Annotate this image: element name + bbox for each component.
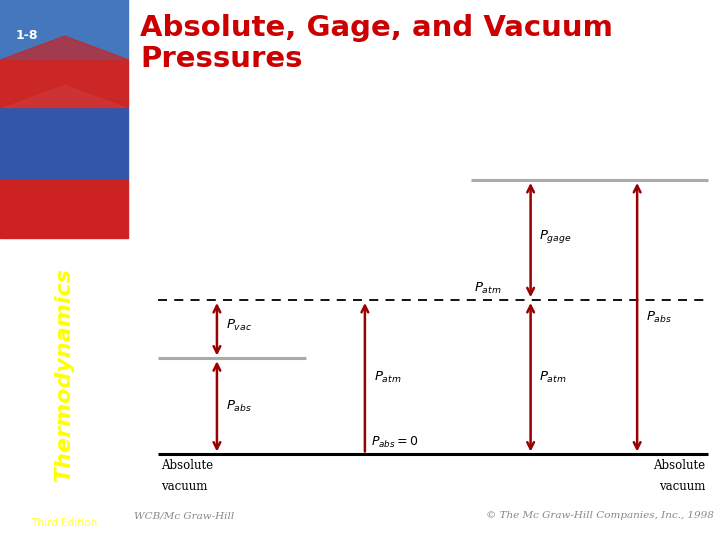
Text: vacuum: vacuum [659,480,705,493]
Text: Absolute, Gage, and Vacuum
Pressures: Absolute, Gage, and Vacuum Pressures [140,14,613,73]
Text: Absolute: Absolute [161,458,213,471]
Text: $P_{\mathregular{vac}}$: $P_{\mathregular{vac}}$ [226,318,252,333]
Text: $P_{\mathregular{atm}}$: $P_{\mathregular{atm}}$ [374,370,402,385]
Text: $P_{\mathregular{abs}}$: $P_{\mathregular{abs}}$ [646,310,672,325]
Text: $P_{\mathregular{gage}}$: $P_{\mathregular{gage}}$ [539,228,572,245]
Text: Third Edition: Third Edition [31,518,97,528]
Text: Çengel
Boles: Çengel Boles [46,259,82,281]
Text: $P_{\mathregular{atm}}$: $P_{\mathregular{atm}}$ [539,370,567,385]
Text: vacuum: vacuum [161,480,207,493]
Text: 1-8: 1-8 [16,29,38,42]
Text: © The Mc Graw-Hill Companies, Inc., 1998: © The Mc Graw-Hill Companies, Inc., 1998 [486,511,714,520]
Text: $P_{\mathregular{abs}}$: $P_{\mathregular{abs}}$ [226,399,252,414]
Text: $P_{\mathregular{abs}} = 0$: $P_{\mathregular{abs}} = 0$ [371,435,418,450]
Text: Thermodynamics: Thermodynamics [54,267,74,481]
Text: $P_{\mathregular{atm}}$: $P_{\mathregular{atm}}$ [474,281,502,296]
Text: Absolute: Absolute [653,458,705,471]
Text: WCB/Mc Graw-Hill: WCB/Mc Graw-Hill [134,511,234,520]
